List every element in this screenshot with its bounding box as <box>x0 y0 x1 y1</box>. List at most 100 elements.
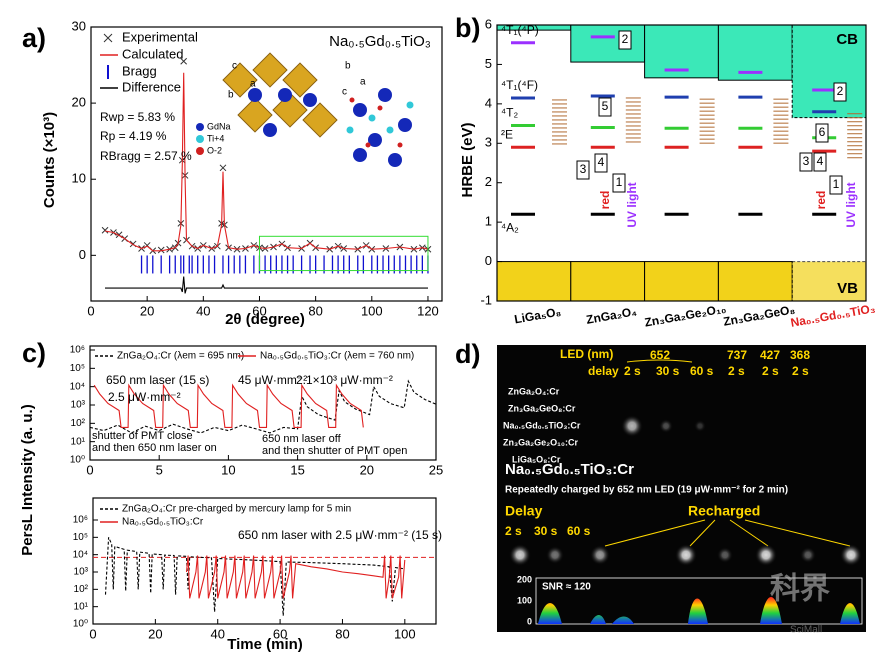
row-label: Na₀.₅Gd₀.₅TiO₃:Cr <box>503 420 581 430</box>
annotation: 3 <box>803 154 810 168</box>
annotation-box <box>815 123 829 143</box>
y-tick-label: 10¹ <box>74 601 89 612</box>
annotation: 4 <box>598 155 605 169</box>
x-tick-label: 100 <box>394 626 416 641</box>
atom <box>377 105 383 111</box>
y-tick-label: 10² <box>74 584 89 595</box>
atom <box>365 142 371 148</box>
atom <box>406 101 414 109</box>
row-label: ZnGa₂O₄:Cr <box>508 386 560 396</box>
polyhedron <box>222 62 258 98</box>
annotation: 6 <box>819 125 826 139</box>
x-tick-label: 80 <box>335 626 349 641</box>
sample-label: Na₀.₅Gd₀.₅TiO₃:Cr <box>505 461 634 478</box>
annotation: b <box>228 90 234 101</box>
series-line <box>105 276 428 294</box>
legend-label: Experimental <box>122 29 198 44</box>
x-tick-label: 60 <box>273 626 287 641</box>
data-point <box>219 164 227 172</box>
atom <box>353 148 367 162</box>
x-tick-label: 120 <box>417 303 439 318</box>
glow-spot <box>621 415 643 437</box>
x-label: 2θ (degree) <box>225 311 305 328</box>
annotation-box <box>576 160 590 180</box>
delay: 60 s <box>567 524 591 538</box>
delay-title: Delay <box>505 503 543 519</box>
annotation: red <box>598 191 612 210</box>
annotation: RBragg = 2.57 % <box>100 149 192 163</box>
annotation-box <box>813 152 827 172</box>
annotation: 5 <box>602 99 609 113</box>
delay: 2 s <box>624 364 641 378</box>
annotation: 650 nm laser off <box>262 433 342 445</box>
y-tick-label: 10⁰ <box>70 455 85 466</box>
row-label: LiGa₅O₈:Cr <box>512 454 561 464</box>
x-tick-label: 25 <box>429 462 443 477</box>
annotation: c <box>232 61 237 72</box>
atom <box>349 97 355 103</box>
x-tick-label: 60 <box>252 303 266 318</box>
annotation: c <box>342 87 347 98</box>
watermark: SciMall <box>790 625 822 636</box>
bracket <box>626 359 693 363</box>
x-tick-label: 0 <box>86 462 93 477</box>
caption: Repeatedly charged by 652 nm LED (19 μW·… <box>505 485 788 496</box>
y-tick-label: 2 <box>485 174 492 189</box>
annotation: 650 nm laser with 2.5 μW·mm⁻² (15 s) <box>238 528 442 542</box>
legend-dot <box>196 135 204 143</box>
legend-label: Bragg <box>122 63 157 78</box>
annotation: 2 <box>837 84 844 98</box>
x-tick-label: 0 <box>87 303 94 318</box>
title: Na₀.₅Gd₀.₅TiO₃ <box>329 33 431 50</box>
annotation-box <box>799 152 813 172</box>
annotation: UV light <box>625 182 639 227</box>
x-tick-label: 15 <box>290 462 304 477</box>
atom <box>368 133 382 147</box>
legend-label: ZnGa₂O₄:Cr pre-charged by mercury lamp f… <box>122 504 351 515</box>
level-label: ⁴T₂ <box>501 106 518 120</box>
atom <box>388 153 402 167</box>
row-label: Zn₃Ga₂GeO₈:Cr <box>508 403 576 413</box>
x-tick-label: 20 <box>148 626 162 641</box>
wavelength: 737 <box>727 348 747 362</box>
annotation: 1 <box>833 177 840 191</box>
y-tick-label: 30 <box>72 18 86 33</box>
legend-dot <box>196 123 204 131</box>
annotation: Rwp = 5.83 % <box>100 110 175 124</box>
atom <box>378 88 392 102</box>
data-point <box>157 246 165 254</box>
atom <box>353 103 367 117</box>
legend-label: Na₀.₅Gd₀.₅TiO₃:Cr (λem = 760 nm) <box>260 351 414 362</box>
annotation: Rp = 4.19 % <box>100 129 167 143</box>
atom <box>397 142 403 148</box>
y-tick-label: 100 <box>517 595 532 605</box>
y-tick-label: 10⁰ <box>73 619 88 630</box>
atom <box>263 123 277 137</box>
annotation-box <box>618 30 632 50</box>
photo <box>497 345 866 632</box>
x-tick-label: 5 <box>156 462 163 477</box>
level-label: ⁴T₁(⁴F) <box>501 78 538 92</box>
annotation: and then 650 nm laser on <box>92 442 217 454</box>
annotation: red <box>814 191 828 210</box>
atom <box>386 126 394 134</box>
atom <box>346 126 354 134</box>
plot-frame <box>90 26 443 302</box>
panel-label: c) <box>22 338 46 368</box>
annotation-box <box>829 175 843 195</box>
polyhedron <box>302 102 338 138</box>
annotation: 2.1×10³ μW·mm⁻² <box>296 373 393 387</box>
wavelength: 652 <box>650 348 670 362</box>
series-line <box>185 555 406 599</box>
annotation: 1 <box>616 175 623 189</box>
level-label: ⁴T₁(⁴P) <box>501 23 539 37</box>
valence-band <box>791 261 867 302</box>
data-point <box>180 57 188 65</box>
y-tick-label: 10¹ <box>71 436 86 447</box>
legend-label: Difference <box>122 79 181 94</box>
valence-band <box>570 261 646 302</box>
glow-spot <box>694 420 706 432</box>
level-label: ⁴A₂ <box>501 220 519 234</box>
atom <box>278 88 292 102</box>
conduction-band <box>570 24 646 63</box>
